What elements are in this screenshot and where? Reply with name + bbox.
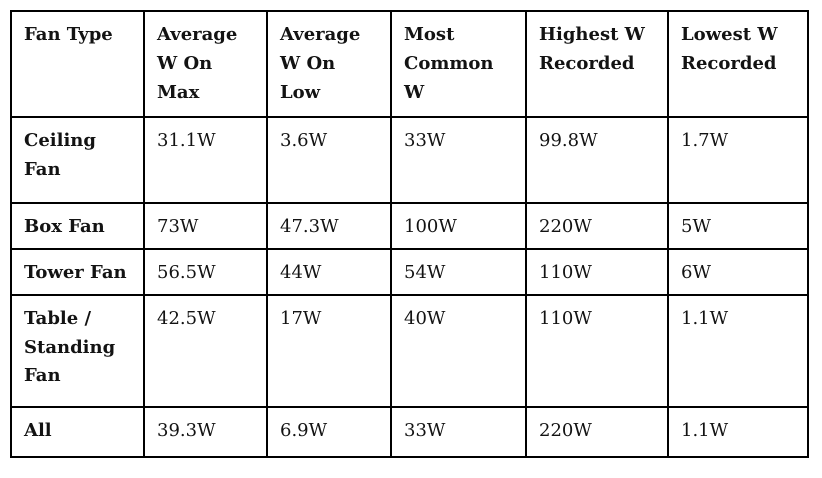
data-cell: 100W: [390, 202, 527, 250]
data-cell: 99.8W: [525, 116, 669, 204]
data-cell: 33W: [390, 405, 527, 458]
table-row-ceiling-fan: Ceiling Fan 31.1W 3.6W 33W 99.8W 1.7W: [10, 116, 809, 204]
row-label-cell: Table / Standing Fan: [10, 293, 145, 408]
data-cell: 42.5W: [143, 293, 268, 408]
row-label-cell: Tower Fan: [10, 247, 145, 296]
data-cell: 33W: [390, 116, 527, 204]
header-cell-most-common-w: Most Common W: [390, 10, 527, 118]
data-cell: 220W: [525, 405, 669, 458]
data-cell: 1.1W: [667, 293, 809, 408]
data-cell: 5W: [667, 202, 809, 250]
data-cell: 17W: [266, 293, 392, 408]
data-cell: 220W: [525, 202, 669, 250]
row-label-cell: Box Fan: [10, 202, 145, 250]
data-cell: 39.3W: [143, 405, 268, 458]
data-cell: 54W: [390, 247, 527, 296]
header-cell-average-w-max: Average W On Max: [143, 10, 268, 118]
data-cell: 31.1W: [143, 116, 268, 204]
header-cell-lowest-w: Lowest W Recorded: [667, 10, 809, 118]
data-cell: 6W: [667, 247, 809, 296]
table-row-tower-fan: Tower Fan 56.5W 44W 54W 110W 6W: [10, 247, 809, 296]
data-cell: 56.5W: [143, 247, 268, 296]
data-cell: 1.7W: [667, 116, 809, 204]
row-label-cell: All: [10, 405, 145, 458]
data-cell: 110W: [525, 247, 669, 296]
fan-wattage-table: Fan Type Average W On Max Average W On L…: [10, 10, 809, 458]
data-cell: 44W: [266, 247, 392, 296]
data-cell: 40W: [390, 293, 527, 408]
header-cell-average-w-low: Average W On Low: [266, 10, 392, 118]
table-header-row: Fan Type Average W On Max Average W On L…: [10, 10, 809, 118]
data-cell: 110W: [525, 293, 669, 408]
row-label-cell: Ceiling Fan: [10, 116, 145, 204]
header-cell-highest-w: Highest W Recorded: [525, 10, 669, 118]
table-row-all: All 39.3W 6.9W 33W 220W 1.1W: [10, 405, 809, 458]
data-cell: 3.6W: [266, 116, 392, 204]
data-cell: 6.9W: [266, 405, 392, 458]
data-cell: 1.1W: [667, 405, 809, 458]
data-cell: 47.3W: [266, 202, 392, 250]
document-page: Fan Type Average W On Max Average W On L…: [0, 10, 822, 478]
header-cell-fan-type: Fan Type: [10, 10, 145, 118]
table-row-box-fan: Box Fan 73W 47.3W 100W 220W 5W: [10, 202, 809, 250]
data-cell: 73W: [143, 202, 268, 250]
table-row-table-standing-fan: Table / Standing Fan 42.5W 17W 40W 110W …: [10, 293, 809, 408]
